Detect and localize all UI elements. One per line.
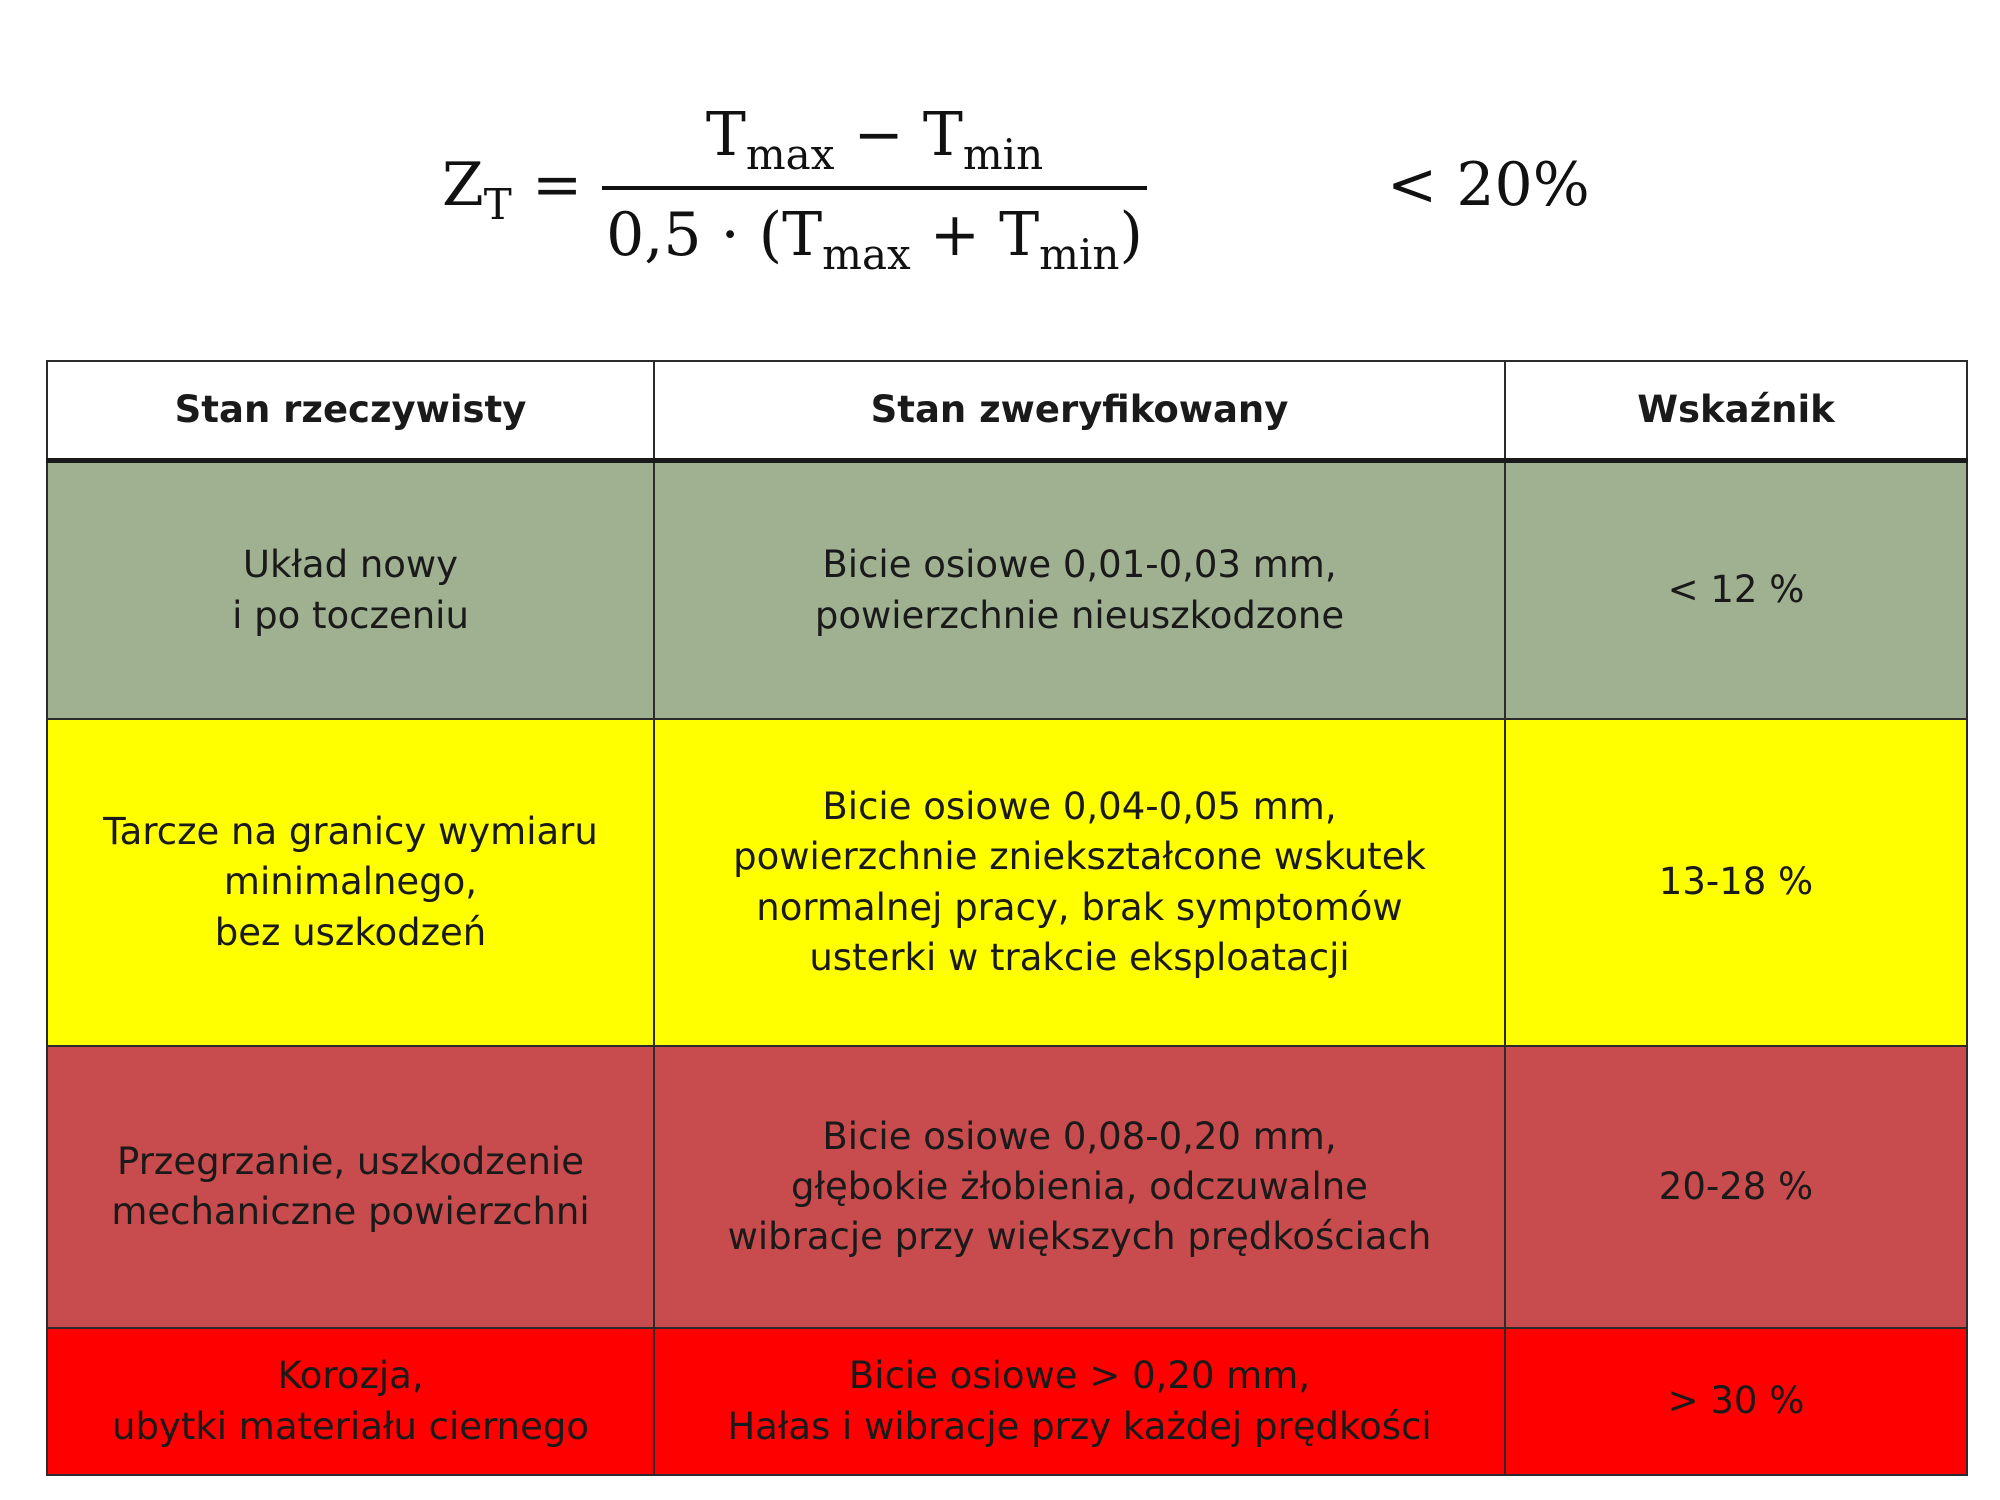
formula-lhs-subscript: T (483, 180, 512, 229)
formula: ZT = Tmax − Tmin 0,5 · (Tmax + Tmin) < 2… (442, 100, 1642, 290)
table-row: Tarcze na granicy wymiaru minimalnego, b… (46, 718, 1968, 1047)
table-row: Przegrzanie, uszkodzenie mechaniczne pow… (46, 1045, 1968, 1329)
header-actual-state: Stan rzeczywisty (46, 360, 655, 463)
cell-verified-state: Bicie osiowe > 0,20 mm, Hałas i wibracje… (653, 1327, 1506, 1476)
formula-lhs-symbol: Z (442, 150, 484, 220)
cell-verified-state: Bicie osiowe 0,08-0,20 mm, głębokie żłob… (653, 1045, 1506, 1329)
fraction-bar (602, 186, 1147, 190)
den-term-a-sub: max (822, 230, 911, 279)
num-term-b-sub: min (962, 130, 1044, 179)
den-term-b-sub: min (1039, 230, 1120, 279)
formula-lhs: ZT (442, 150, 512, 229)
num-term-a-sub: max (745, 130, 835, 179)
cell-actual-state: Przegrzanie, uszkodzenie mechaniczne pow… (46, 1045, 655, 1329)
header-indicator: Wskaźnik (1504, 360, 1968, 463)
table-row: Korozja, ubytki materiału ciernego Bicie… (46, 1327, 1968, 1476)
formula-numerator: Tmax − Tmin (602, 100, 1147, 179)
formula-equals: = (532, 150, 583, 220)
header-verified-state: Stan zweryfikowany (653, 360, 1506, 463)
den-term-a: T (782, 200, 823, 270)
num-term-b: T (922, 100, 963, 170)
cell-actual-state: Korozja, ubytki materiału ciernego (46, 1327, 655, 1476)
den-suffix: ) (1119, 200, 1143, 270)
cell-actual-state: Tarcze na granicy wymiaru minimalnego, b… (46, 718, 655, 1047)
den-operator: + (910, 200, 1000, 270)
cell-indicator: 20-28 % (1504, 1045, 1968, 1329)
den-term-b: T (999, 200, 1040, 270)
cell-actual-state: Układ nowy i po toczeniu (46, 459, 655, 720)
cell-verified-state: Bicie osiowe 0,04-0,05 mm, powierzchnie … (653, 718, 1506, 1047)
brake-disc-condition-table: Stan rzeczywisty Stan zweryfikowany Wska… (46, 360, 1968, 1476)
cell-indicator: 13-18 % (1504, 718, 1968, 1047)
num-operator: − (834, 100, 923, 170)
formula-limit: < 20% (1387, 150, 1590, 220)
den-prefix: 0,5 · ( (606, 200, 783, 270)
formula-fraction: Tmax − Tmin 0,5 · (Tmax + Tmin) (602, 100, 1147, 290)
table-header-row: Stan rzeczywisty Stan zweryfikowany Wska… (46, 360, 1968, 463)
table-row: Układ nowy i po toczeniu Bicie osiowe 0,… (46, 459, 1968, 720)
formula-denominator: 0,5 · (Tmax + Tmin) (602, 200, 1147, 279)
cell-indicator: < 12 % (1504, 459, 1968, 720)
cell-indicator: > 30 % (1504, 1327, 1968, 1476)
cell-verified-state: Bicie osiowe 0,01-0,03 mm, powierzchnie … (653, 459, 1506, 720)
num-term-a: T (705, 100, 746, 170)
